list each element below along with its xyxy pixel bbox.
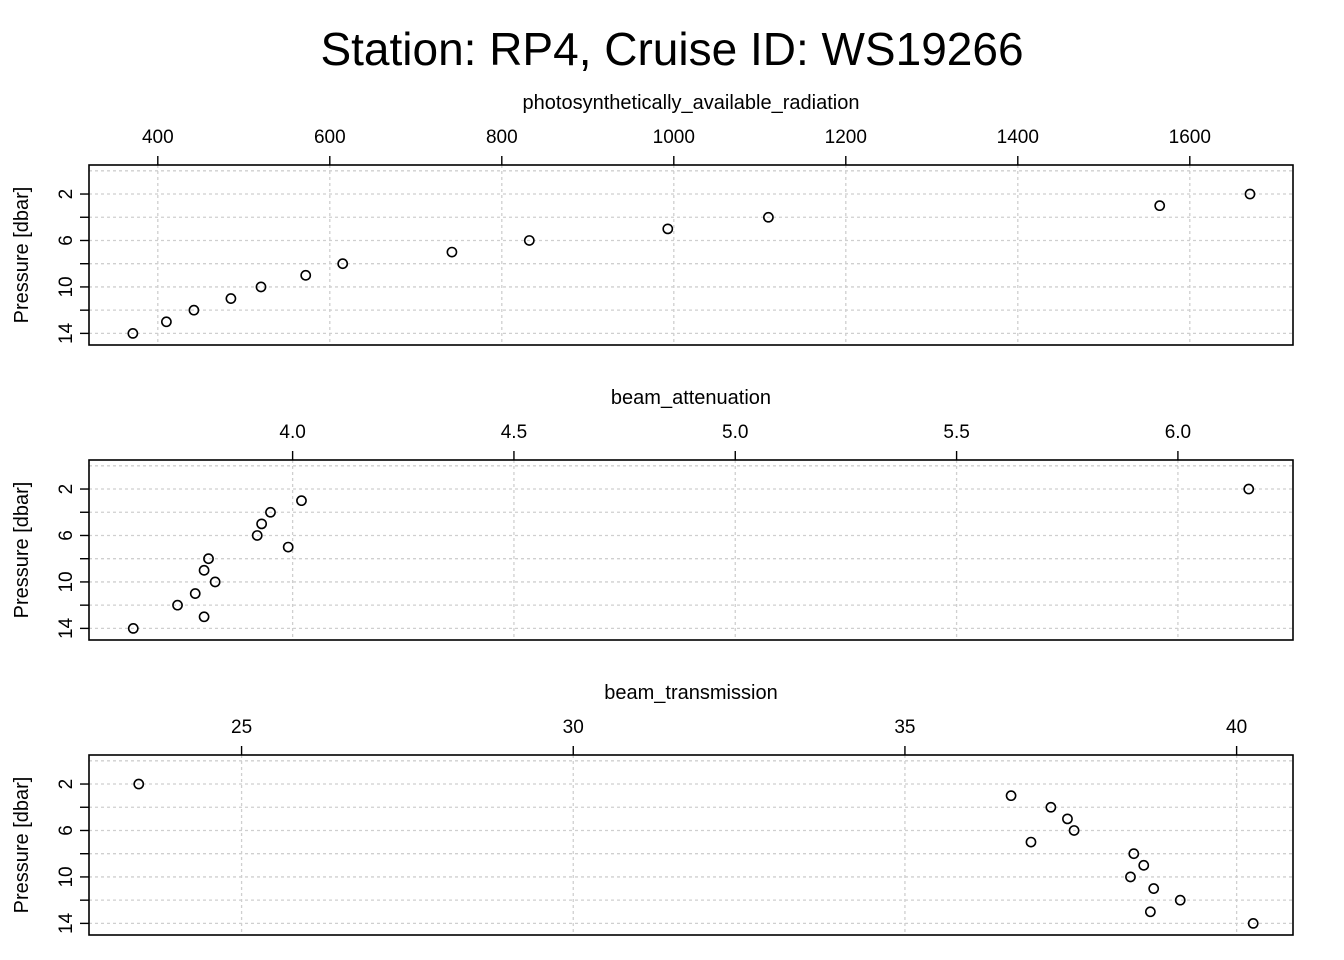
x-tick-label: 25 <box>231 717 252 738</box>
data-point <box>296 495 307 507</box>
data-point <box>209 576 221 588</box>
x-tick-label: 5.0 <box>722 422 748 443</box>
y-tick-label: 2 <box>56 779 77 790</box>
y-axis-title: Pressure [dbar] <box>11 777 33 914</box>
data-point <box>172 599 183 611</box>
y-tick-label: 2 <box>56 189 77 200</box>
y-axis-title: Pressure [dbar] <box>11 482 33 619</box>
data-point <box>337 258 349 270</box>
plot-frame <box>88 754 1294 936</box>
data-point <box>1244 188 1256 200</box>
x-tick-label: 30 <box>563 717 584 738</box>
x-tick-label: 5.5 <box>943 422 969 443</box>
x-tick-label: 1000 <box>653 127 695 148</box>
data-point <box>1138 859 1150 871</box>
x-axis-title: beam_attenuation <box>611 387 771 409</box>
data-point <box>1144 906 1156 918</box>
y-tick-label: 10 <box>56 571 77 592</box>
data-point <box>189 588 201 599</box>
x-tick-label: 4.0 <box>279 422 305 443</box>
data-point <box>203 553 214 565</box>
data-point <box>160 316 172 328</box>
plot-frame <box>88 164 1294 346</box>
data-point <box>662 223 674 235</box>
data-point <box>251 530 263 541</box>
y-tick-label: 2 <box>56 484 77 495</box>
data-point <box>188 304 200 316</box>
data-point <box>1247 917 1259 929</box>
data-point <box>300 269 312 281</box>
x-tick-label: 600 <box>314 127 346 148</box>
data-point <box>1125 871 1136 883</box>
data-point <box>1243 483 1255 495</box>
x-axis-title: beam_transmission <box>604 682 777 704</box>
data-point <box>1148 883 1160 894</box>
y-tick-label: 14 <box>56 322 77 344</box>
data-point <box>225 293 237 304</box>
chart-title: Station: RP4, Cruise ID: WS19266 <box>320 23 1024 75</box>
x-axis-title: photosynthetically_available_radiation <box>523 92 860 114</box>
data-point <box>127 622 139 634</box>
y-tick-label: 14 <box>56 617 77 639</box>
data-point <box>256 518 268 530</box>
data-point <box>255 281 267 293</box>
data-point <box>1068 825 1080 836</box>
panel-1: 400 600 800 1000 1200 1400 1600 photosynthetica… <box>11 92 1294 346</box>
data-point <box>1025 836 1037 848</box>
data-point <box>763 211 774 223</box>
y-tick-label: 6 <box>56 530 77 541</box>
y-tick-label: 14 <box>56 912 77 934</box>
panel-2: 4.0 4.5 5.0 5.5 6.0 beam_attenuation 2 6 10 14 Pre… <box>11 387 1294 641</box>
x-tick-label: 1200 <box>825 127 867 148</box>
x-tick-label: 1400 <box>997 127 1039 148</box>
y-axis-title: Pressure [dbar] <box>11 187 33 324</box>
plot-frame <box>88 459 1294 641</box>
y-tick-label: 10 <box>56 276 77 297</box>
x-tick-label: 6.0 <box>1165 422 1191 443</box>
y-tick-label: 10 <box>56 866 77 887</box>
y-tick-label: 6 <box>56 825 77 836</box>
x-tick-label: 40 <box>1226 717 1247 738</box>
panel-3: 25 30 35 40 beam_transmission 2 6 10 14 Pressure … <box>11 682 1294 936</box>
x-tick-label: 400 <box>142 127 174 148</box>
data-point <box>198 611 210 623</box>
x-tick-label: 800 <box>486 127 518 148</box>
data-point <box>1045 801 1057 813</box>
data-point <box>265 506 276 518</box>
data-point <box>282 541 294 553</box>
data-point <box>1062 813 1073 825</box>
x-tick-label: 1600 <box>1169 127 1211 148</box>
data-point <box>198 564 210 576</box>
y-tick-label: 6 <box>56 235 77 246</box>
x-tick-label: 4.5 <box>501 422 527 443</box>
data-point <box>1154 200 1166 212</box>
x-tick-label: 35 <box>894 717 915 738</box>
data-point <box>127 327 139 339</box>
data-point <box>133 778 145 790</box>
data-point <box>523 235 535 246</box>
data-point <box>1174 894 1186 906</box>
data-point <box>1128 848 1140 860</box>
data-point <box>1005 790 1017 802</box>
data-point <box>446 246 458 258</box>
